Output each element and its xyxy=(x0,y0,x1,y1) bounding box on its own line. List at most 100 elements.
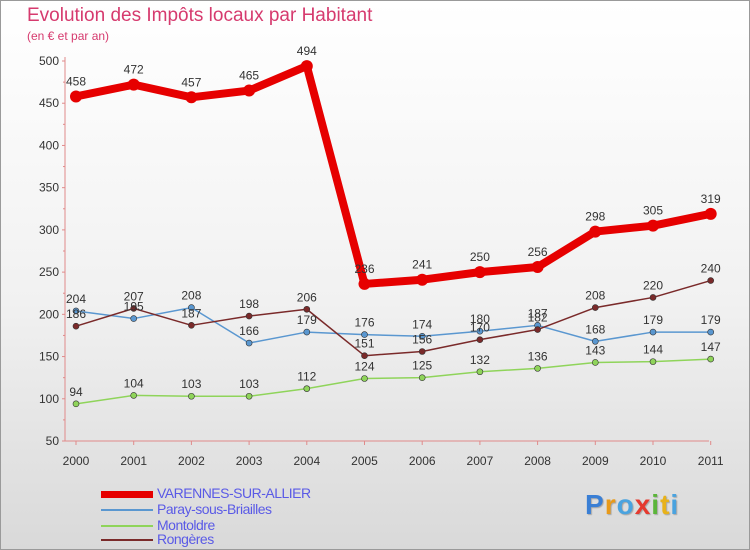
data-label: 136 xyxy=(528,349,548,363)
legend-swatch-rongeres xyxy=(101,539,153,541)
data-point xyxy=(534,365,541,372)
data-label: 151 xyxy=(354,337,374,351)
data-point xyxy=(591,359,599,366)
x-tick-label: 2007 xyxy=(467,454,494,468)
data-label: 472 xyxy=(124,63,144,77)
data-label: 195 xyxy=(124,300,144,314)
data-point xyxy=(707,328,715,336)
y-tick-label: 450 xyxy=(39,96,59,110)
data-label: 170 xyxy=(470,321,490,335)
data-point xyxy=(130,315,137,322)
x-tick-label: 2005 xyxy=(351,454,378,468)
data-label: 179 xyxy=(643,313,663,327)
data-label: 143 xyxy=(585,343,605,357)
data-point xyxy=(589,225,602,238)
data-label: 144 xyxy=(643,343,663,357)
legend-label-paray: Paray-sous-Briailles xyxy=(157,501,272,517)
data-label: 206 xyxy=(297,290,317,304)
data-label: 176 xyxy=(354,316,374,330)
data-point xyxy=(534,326,541,333)
data-point xyxy=(188,304,195,311)
data-point xyxy=(127,78,140,91)
data-point xyxy=(649,358,657,365)
data-label: 168 xyxy=(585,322,605,336)
data-label: 179 xyxy=(297,313,317,327)
logo-letter: r xyxy=(604,489,617,520)
data-point xyxy=(473,266,486,279)
proxiti-logo: Proxiti xyxy=(585,489,679,521)
data-point xyxy=(130,305,137,312)
data-point xyxy=(418,374,426,381)
y-tick-label: 50 xyxy=(46,434,60,448)
data-point xyxy=(591,304,599,311)
data-label: 208 xyxy=(181,289,201,303)
data-label: 298 xyxy=(585,210,605,224)
data-label: 198 xyxy=(239,297,259,311)
y-tick-label: 500 xyxy=(39,54,59,68)
y-tick-label: 300 xyxy=(39,223,59,237)
data-point xyxy=(245,339,253,347)
x-tick-label: 2000 xyxy=(63,454,90,468)
chart-title: Evolution des Impôts locaux par Habitant xyxy=(27,5,373,26)
x-tick-label: 2010 xyxy=(640,454,667,468)
data-point xyxy=(303,385,311,392)
x-tick-label: 2002 xyxy=(178,454,205,468)
data-label: 250 xyxy=(470,250,490,264)
data-point xyxy=(70,90,82,103)
data-label: 147 xyxy=(701,340,721,354)
legend-label-varennes: VARENNES-SUR-ALLIER xyxy=(157,485,311,501)
legend-swatch-varennes xyxy=(101,491,153,498)
data-point xyxy=(72,322,80,330)
legend-label-rongeres: Rongères xyxy=(157,531,214,547)
data-point xyxy=(130,392,137,399)
data-point xyxy=(591,338,599,345)
logo-letter: i xyxy=(651,489,661,520)
data-point xyxy=(361,352,368,360)
data-label: 458 xyxy=(66,74,86,88)
y-tick-label: 200 xyxy=(39,307,59,321)
data-point xyxy=(72,400,80,408)
data-label: 174 xyxy=(412,317,432,331)
chart-subtitle: (en € et par an) xyxy=(27,29,110,43)
data-point xyxy=(188,322,195,329)
data-label: 156 xyxy=(412,332,432,346)
data-label: 465 xyxy=(239,69,259,83)
data-label: 179 xyxy=(701,313,721,327)
y-tick-label: 100 xyxy=(39,392,59,406)
data-label: 104 xyxy=(124,376,144,390)
y-tick-label: 400 xyxy=(39,138,59,152)
data-label: 187 xyxy=(181,306,201,320)
data-point xyxy=(647,219,659,232)
x-tick-label: 2004 xyxy=(293,454,320,468)
data-label: 187 xyxy=(528,306,548,320)
series-line-3 xyxy=(75,279,712,357)
logo-letter: i xyxy=(670,489,680,520)
series-line-2 xyxy=(75,358,712,405)
data-point xyxy=(531,261,544,274)
logo-letter: t xyxy=(660,489,671,520)
data-label: 182 xyxy=(528,311,548,325)
data-label: 220 xyxy=(643,278,663,292)
data-label: 207 xyxy=(124,289,144,303)
data-point xyxy=(358,277,371,290)
data-label: 103 xyxy=(239,377,259,391)
data-label: 236 xyxy=(354,262,374,276)
data-label: 319 xyxy=(701,192,721,206)
legend-swatch-paray xyxy=(101,509,153,511)
data-point xyxy=(418,348,426,355)
data-point xyxy=(361,331,368,338)
x-tick-label: 2001 xyxy=(120,454,147,468)
x-tick-label: 2011 xyxy=(698,454,724,468)
data-label: 94 xyxy=(69,385,83,399)
data-label: 103 xyxy=(181,377,201,391)
y-tick-label: 250 xyxy=(39,265,59,279)
data-point xyxy=(418,332,426,340)
data-point xyxy=(245,312,253,320)
data-label: 204 xyxy=(66,292,86,306)
data-label: 305 xyxy=(643,204,663,218)
legend-swatch-montoldre xyxy=(101,525,153,527)
x-tick-label: 2009 xyxy=(582,454,609,468)
data-label: 208 xyxy=(585,289,605,303)
data-label: 124 xyxy=(354,360,374,374)
